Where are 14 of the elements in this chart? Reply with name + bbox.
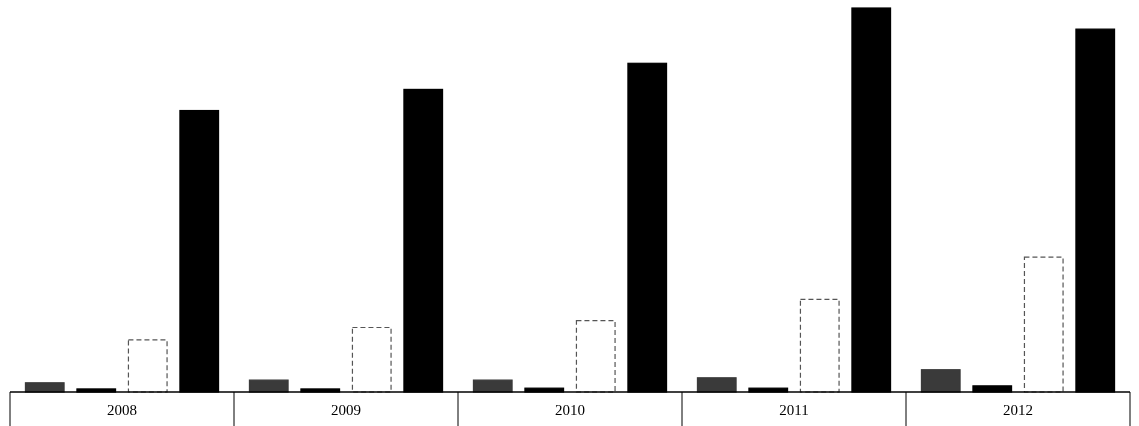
bar: [248, 379, 289, 393]
bar: [472, 379, 513, 393]
bar: [575, 319, 616, 393]
bar: [696, 377, 737, 393]
bar: [127, 339, 168, 393]
bar: [1023, 256, 1064, 393]
x-tick-label: 2008: [107, 402, 137, 418]
x-tick-label: 2009: [331, 402, 361, 418]
bar: [351, 326, 392, 393]
bar: [799, 298, 840, 393]
x-tick-label: 2010: [555, 402, 585, 418]
x-tick-label: 2012: [1003, 402, 1033, 418]
x-tick-label: 2011: [779, 402, 809, 418]
bar: [920, 369, 961, 393]
